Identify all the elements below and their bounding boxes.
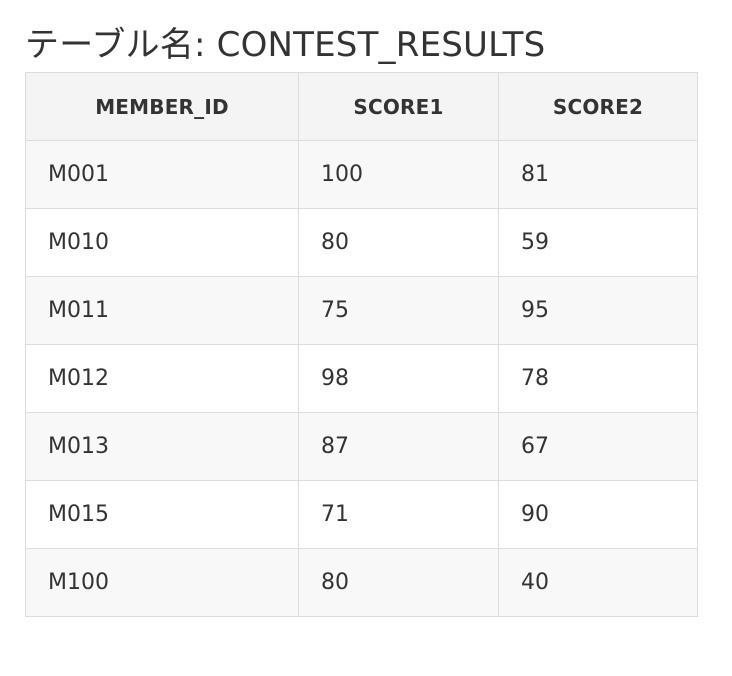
column-header-member-id: MEMBER_ID bbox=[25, 72, 299, 141]
table-row: M011 75 95 bbox=[25, 276, 698, 345]
member-id-cell: M001 bbox=[25, 140, 299, 209]
table-row: M013 87 67 bbox=[25, 412, 698, 481]
score1-cell: 75 bbox=[298, 276, 499, 345]
table-header-row: MEMBER_ID SCORE1 SCORE2 bbox=[25, 72, 698, 141]
table-row: M010 80 59 bbox=[25, 208, 698, 277]
member-id-cell: M010 bbox=[25, 208, 299, 277]
score2-cell: 95 bbox=[498, 276, 698, 345]
score2-cell: 81 bbox=[498, 140, 698, 209]
score1-cell: 87 bbox=[298, 412, 499, 481]
score2-cell: 78 bbox=[498, 344, 698, 413]
column-header-score1: SCORE1 bbox=[298, 72, 499, 141]
score1-cell: 100 bbox=[298, 140, 499, 209]
score1-cell: 80 bbox=[298, 208, 499, 277]
member-id-cell: M015 bbox=[25, 480, 299, 549]
column-header-score2: SCORE2 bbox=[498, 72, 698, 141]
score2-cell: 59 bbox=[498, 208, 698, 277]
score1-cell: 71 bbox=[298, 480, 499, 549]
table-row: M100 80 40 bbox=[25, 548, 698, 617]
score2-cell: 90 bbox=[498, 480, 698, 549]
table-row: M012 98 78 bbox=[25, 344, 698, 413]
score1-cell: 98 bbox=[298, 344, 499, 413]
member-id-cell: M013 bbox=[25, 412, 299, 481]
member-id-cell: M012 bbox=[25, 344, 299, 413]
member-id-cell: M011 bbox=[25, 276, 299, 345]
table-row: M001 100 81 bbox=[25, 140, 698, 209]
score1-cell: 80 bbox=[298, 548, 499, 617]
contest-results-table: MEMBER_ID SCORE1 SCORE2 M001 100 81 M010… bbox=[25, 72, 698, 617]
member-id-cell: M100 bbox=[25, 548, 299, 617]
score2-cell: 67 bbox=[498, 412, 698, 481]
score2-cell: 40 bbox=[498, 548, 698, 617]
page-title: テーブル名: CONTEST_RESULTS bbox=[25, 25, 546, 65]
table-row: M015 71 90 bbox=[25, 480, 698, 549]
